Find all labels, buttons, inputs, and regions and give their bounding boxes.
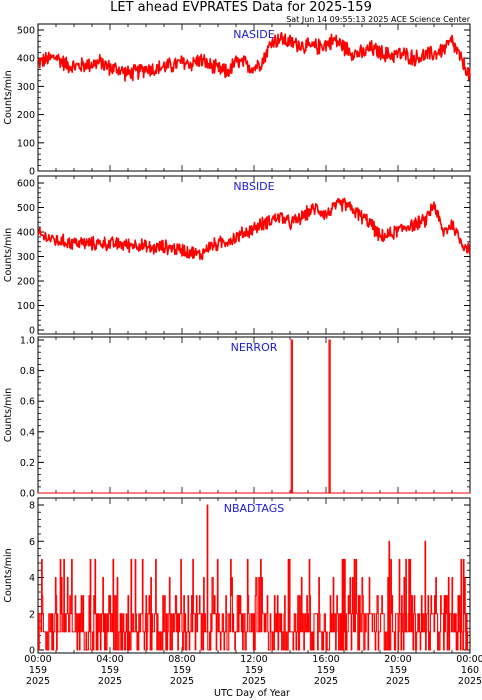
x-tick-year: 2025: [98, 676, 122, 687]
y-axis-title: Counts/min: [3, 388, 14, 442]
panel-nerror: 0.0 0.2 0.4 0.6 0.8 1.0 Counts/min NERROR: [3, 336, 471, 500]
y-tick-label: 1.0: [20, 336, 35, 347]
y-tick-label: 0.8: [20, 366, 35, 377]
panels: 0 100 200 300 400 500 Counts/min NASIDE 0 100 200 3…: [3, 23, 471, 657]
y-tick-label: 400: [17, 54, 35, 65]
x-tick-time: 00:00: [24, 654, 51, 665]
plot-frame: [37, 23, 471, 172]
x-axis-title: UTC Day of Year: [214, 688, 290, 699]
y-tick-label: 100: [17, 301, 35, 312]
x-tick-year: 2025: [170, 676, 194, 687]
plot-frame: [37, 336, 471, 494]
series-line-naside: [37, 31, 471, 82]
x-tick-doy: 159: [317, 665, 335, 676]
y-tick-label: 0: [29, 326, 35, 337]
panel-label: NBADTAGS: [224, 502, 284, 515]
x-tick-time: 00:00: [456, 654, 482, 665]
y-tick-label: 300: [17, 252, 35, 263]
y-tick-label: 100: [17, 138, 35, 149]
x-tick-doy: 159: [101, 665, 119, 676]
y-tick-label: 600: [17, 179, 35, 190]
chart-subtitle: Sat Jun 14 09:55:13 2025 ACE Science Cen…: [286, 15, 471, 24]
panel-nbside: 0 100 200 300 400 500 600 Counts/min NBSIDE: [3, 175, 471, 337]
x-tick-year: 2025: [386, 676, 410, 687]
plot-frame: [37, 175, 471, 335]
x-axis-labels: 00:00159202504:00159202508:00159202512:0…: [24, 654, 482, 687]
x-tick-year: 2025: [314, 676, 338, 687]
panel-label: NERROR: [231, 341, 278, 354]
chart-title: LET ahead EVPRATES Data for 2025-159: [110, 0, 372, 15]
y-axis-title: Counts/min: [3, 548, 14, 602]
y-tick-label: 8: [29, 501, 35, 512]
y-tick-label: 6: [29, 537, 35, 548]
x-tick-year: 2025: [242, 676, 266, 687]
y-axis-title: Counts/min: [3, 228, 14, 282]
y-tick-label: 0.2: [20, 458, 35, 469]
y-tick-label: 0: [29, 646, 35, 657]
y-tick-label: 0: [29, 167, 35, 178]
x-tick-year: 2025: [26, 676, 50, 687]
x-tick-doy: 159: [173, 665, 191, 676]
y-tick-label: 300: [17, 82, 35, 93]
y-tick-label: 500: [17, 26, 35, 37]
panel-label: NASIDE: [233, 28, 274, 41]
series-line-nbside: [37, 197, 471, 261]
series-line-nbadtags: [38, 504, 470, 651]
x-tick-time: 12:00: [240, 654, 267, 665]
x-tick-year: 2025: [458, 676, 482, 687]
x-tick-time: 08:00: [168, 654, 195, 665]
y-tick-label: 200: [17, 277, 35, 288]
y-tick-label: 500: [17, 203, 35, 214]
series-line-nerror: [38, 339, 470, 494]
x-tick-doy: 159: [29, 665, 47, 676]
panel-label: NBSIDE: [233, 180, 274, 193]
y-tick-label: 4: [29, 573, 35, 584]
y-axis-title: Counts/min: [3, 70, 14, 124]
panel-naside: 0 100 200 300 400 500 Counts/min NASIDE: [3, 23, 471, 178]
x-tick-doy: 159: [245, 665, 263, 676]
y-tick-label: 400: [17, 228, 35, 239]
panel-nbadtags: 0 2 4 6 8 Counts/min NBADTAGS: [3, 497, 471, 657]
x-tick-doy: 160: [461, 665, 479, 676]
x-tick-time: 20:00: [384, 654, 411, 665]
y-tick-label: 0.4: [20, 427, 35, 438]
x-tick-time: 16:00: [312, 654, 339, 665]
y-tick-label: 200: [17, 110, 35, 121]
x-tick-doy: 159: [389, 665, 407, 676]
y-tick-label: 2: [29, 609, 35, 620]
y-tick-label: 0.6: [20, 397, 35, 408]
y-tick-label: 0.0: [20, 489, 35, 500]
x-tick-time: 04:00: [96, 654, 123, 665]
